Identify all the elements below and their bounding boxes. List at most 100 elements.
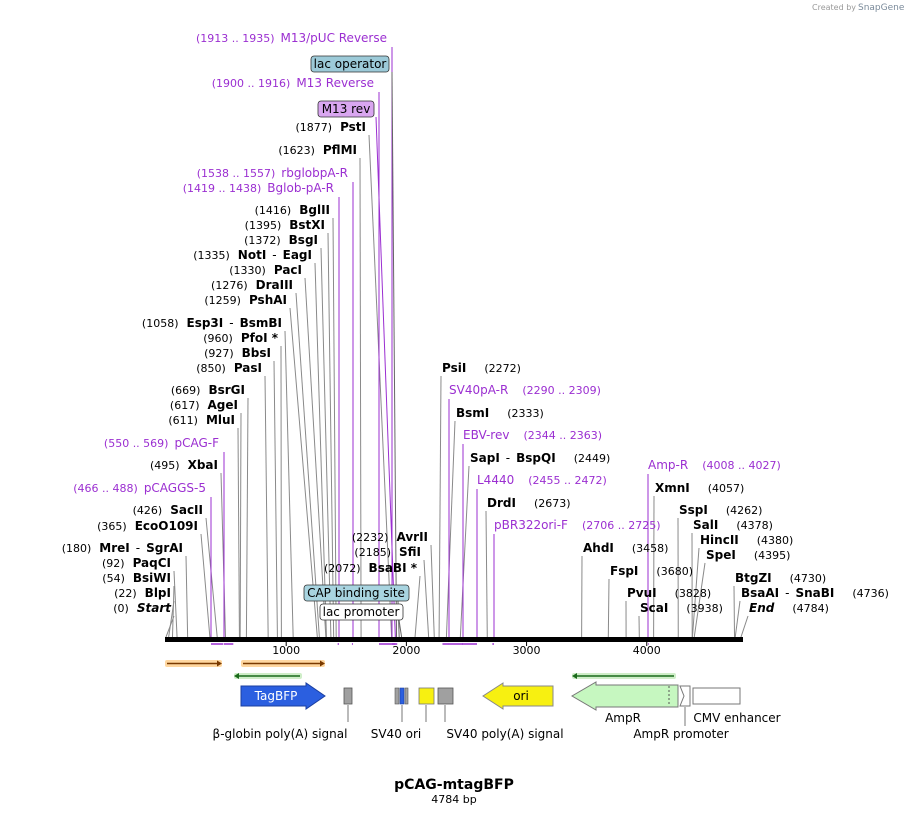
- enzyme-bsiwi[interactable]: BsiWI (54): [102, 571, 171, 585]
- enzyme-spei[interactable]: SpeI (4395): [706, 548, 790, 562]
- lac-promoter-label: lac promoter: [323, 605, 400, 619]
- site-line-avrii: [430, 544, 435, 638]
- enzyme-dash-mrei: -: [136, 541, 140, 555]
- ruler-label-1000: 1000: [272, 644, 300, 657]
- enzyme-pflmi[interactable]: PflMI (1623): [278, 143, 357, 157]
- enzyme-draiii[interactable]: DraIII (1276): [211, 278, 293, 292]
- sv40-polya-label: SV40 poly(A) signal: [446, 727, 563, 741]
- bglobin-polya-box[interactable]: [343, 687, 353, 705]
- enzyme-name-bsrgi: BsrGI: [208, 383, 245, 397]
- primer-pcaggs-5[interactable]: pCAGGS-5 (466 .. 488): [73, 481, 206, 495]
- enzyme-paci[interactable]: PacI (1330): [229, 263, 302, 277]
- enzyme-bsaai[interactable]: BsaAI - SnaBI (4736): [741, 586, 889, 600]
- primer-m13-reverse[interactable]: M13 Reverse (1900 .. 1916): [212, 76, 374, 90]
- site-box-c: [404, 687, 409, 705]
- enzyme-labels: Start(0)BlpI(22)BsiWI(54)PaqCI(92)SgrAI-…: [62, 120, 889, 615]
- cmv-enhancer-box[interactable]: [692, 687, 741, 705]
- enzyme-name-bsmi: BsmI: [456, 406, 489, 420]
- enzyme-psii[interactable]: PsiI (2272): [442, 361, 521, 375]
- enzyme-bsabi[interactable]: BsaBI * (2072): [324, 561, 418, 575]
- primer-l4440[interactable]: L4440 (2455 .. 2472): [477, 473, 607, 487]
- enzyme-ahdi[interactable]: AhdI (3458): [583, 541, 668, 555]
- credit-prefix: Created by: [812, 3, 856, 12]
- enzyme-name-psii: PsiI: [442, 361, 466, 375]
- primer-name-ebv-rev: EBV-rev: [463, 428, 509, 442]
- enzyme-name-xmni: XmnI: [655, 481, 690, 495]
- enzyme-btgzi[interactable]: BtgZI (4730): [735, 571, 826, 585]
- enzyme-sali[interactable]: SalI (4378): [693, 518, 773, 532]
- enzyme-blpi[interactable]: BlpI (22): [114, 586, 171, 600]
- enzyme-bsgi[interactable]: BsgI (1372): [244, 233, 318, 247]
- enzyme-bbsi[interactable]: BbsI (927): [204, 346, 271, 360]
- cap-binding-site-box[interactable]: [303, 584, 410, 602]
- enzyme-hincii[interactable]: HincII (4380): [700, 533, 793, 547]
- enzyme-pos-agei: (617): [170, 399, 200, 412]
- ampr-promoter-box[interactable]: [679, 685, 691, 707]
- site-line-mlui: [237, 427, 240, 638]
- enzyme-bglii[interactable]: BglII (1416): [255, 203, 330, 217]
- primer-ebv-rev[interactable]: EBV-rev (2344 .. 2363): [463, 428, 602, 442]
- enzyme-pos-blpi: (22): [114, 587, 137, 600]
- enzyme-pos-paci: (1330): [229, 264, 266, 277]
- enzyme-xbai[interactable]: XbaI (495): [150, 458, 218, 472]
- enzyme-xmni[interactable]: XmnI (4057): [655, 481, 744, 495]
- enzyme-fspi[interactable]: FspI (3680): [610, 564, 693, 578]
- sv40-ori-box[interactable]: [418, 687, 435, 705]
- primer-m13-puc-reverse[interactable]: M13/pUC Reverse (1913 .. 1935): [196, 31, 387, 45]
- enzyme-psti[interactable]: PstI (1877): [295, 120, 366, 134]
- enzyme-agei[interactable]: AgeI (617): [170, 398, 238, 412]
- enzyme-sacii[interactable]: SacII (426): [133, 503, 203, 517]
- enzyme-sapi[interactable]: SapI - BspQI (2449): [470, 451, 610, 465]
- enzyme-pfoi[interactable]: PfoI * (960): [203, 331, 278, 345]
- enzyme-pos-scai: (3938): [686, 602, 723, 615]
- enzyme-bstxi[interactable]: BstXI (1395): [245, 218, 325, 232]
- ori-arrow[interactable]: [482, 682, 554, 710]
- enzyme-bsrgi[interactable]: BsrGI (669): [171, 383, 245, 397]
- site-line-bsabi: [414, 575, 421, 638]
- primer-bglob-pa-r[interactable]: Bglob-pA-R (1419 .. 1438): [183, 181, 334, 195]
- enzyme-scai[interactable]: ScaI (3938): [640, 601, 723, 615]
- primer-rbglobpa-r[interactable]: rbglobpA-R (1538 .. 1557): [197, 166, 348, 180]
- lac-promoter-box[interactable]: [319, 603, 404, 621]
- enzyme-name-sacii: SacII: [170, 503, 203, 517]
- primer-name-pcag-f: pCAG-F: [174, 436, 219, 450]
- enzyme-pasi[interactable]: PasI (850): [196, 361, 262, 375]
- enzyme-avrii[interactable]: AvrII (2232): [352, 530, 428, 544]
- enzyme-sspi[interactable]: SspI (4262): [679, 503, 762, 517]
- primer-pcag-f[interactable]: pCAG-F (550 .. 569): [104, 436, 219, 450]
- enzyme-noti[interactable]: EagI-NotI (1335): [193, 248, 312, 262]
- orf-head-4: [572, 673, 577, 679]
- primer-range-bglob-pa-r: (1419 .. 1438): [183, 182, 262, 195]
- enzyme-pvui[interactable]: PvuI (3828): [627, 586, 711, 600]
- lac-operator-box[interactable]: [310, 55, 390, 73]
- ampr-arrow[interactable]: [571, 681, 679, 711]
- site-line-sfii: [423, 559, 430, 638]
- enzyme-start[interactable]: Start (0): [113, 601, 172, 615]
- enzyme-end[interactable]: End (4784): [749, 601, 829, 615]
- primer-amp-r[interactable]: Amp-R (4008 .. 4027): [648, 458, 781, 472]
- enzyme-mrei[interactable]: SgrAI-MreI (180): [62, 541, 183, 555]
- enzyme-mlui[interactable]: MluI (611): [168, 413, 235, 427]
- site-line-noti: [314, 262, 327, 638]
- enzyme-pos-noti: (1335): [193, 249, 230, 262]
- primer-sv40pa-r[interactable]: SV40pA-R (2290 .. 2309): [449, 383, 601, 397]
- m13-rev-box[interactable]: [317, 100, 375, 118]
- site-line-pshai: [289, 307, 318, 638]
- enzyme-pshai[interactable]: PshAI (1259): [204, 293, 287, 307]
- site-line-mrei: [185, 555, 189, 638]
- enzyme-bsmi[interactable]: BsmI (2333): [456, 406, 544, 420]
- feature-line-lac-operator: [391, 71, 398, 638]
- primer-pbr322ori-f[interactable]: pBR322ori-F (2706 .. 2725): [494, 518, 661, 532]
- enzyme-esp3i[interactable]: BsmBI-Esp3I (1058): [142, 316, 282, 330]
- enzyme-name-bsiwi: BsiWI: [133, 571, 171, 585]
- sv40-polya-box[interactable]: [437, 687, 454, 705]
- enzyme-paqci[interactable]: PaqCI (92): [102, 556, 171, 570]
- enzyme-pos-pshai: (1259): [204, 294, 241, 307]
- enzyme-pos-ecoo109i: (365): [97, 520, 127, 533]
- enzyme-ecoo109i[interactable]: EcoO109I (365): [97, 519, 198, 533]
- enzyme-pos-bglii: (1416): [255, 204, 292, 217]
- enzyme-sfii[interactable]: SfiI (2185): [354, 545, 421, 559]
- tagbfp-arrow[interactable]: [240, 682, 326, 710]
- enzyme-drdi[interactable]: DrdI (2673): [487, 496, 571, 510]
- site-line-drdi: [485, 510, 488, 638]
